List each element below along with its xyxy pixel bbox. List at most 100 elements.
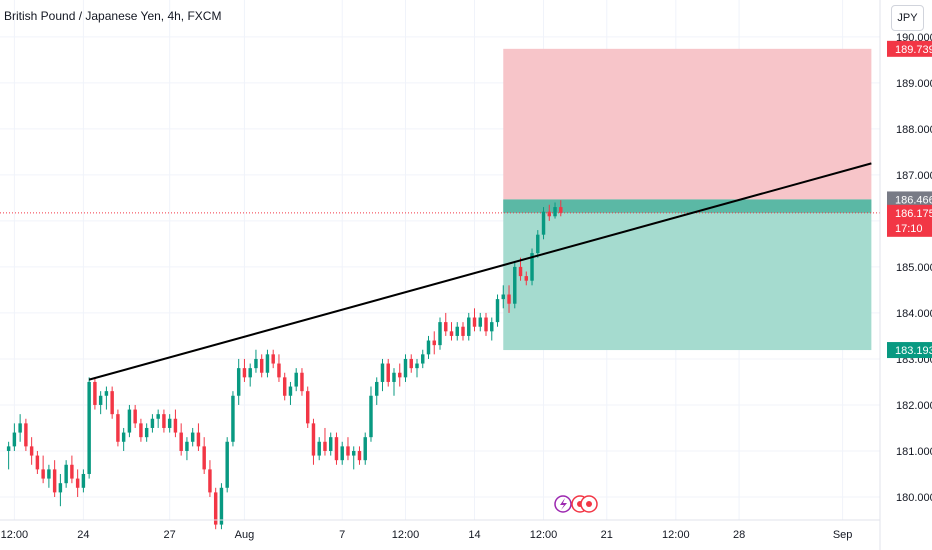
candle-body[interactable] bbox=[75, 478, 80, 488]
candle-body[interactable] bbox=[288, 386, 293, 396]
candle-body[interactable] bbox=[444, 322, 448, 332]
candle-body[interactable] bbox=[110, 391, 114, 415]
candle-body[interactable] bbox=[346, 446, 350, 456]
candle-body[interactable] bbox=[495, 299, 500, 323]
candle-body[interactable] bbox=[426, 340, 431, 355]
candle-body[interactable] bbox=[35, 455, 40, 470]
candle-body[interactable] bbox=[340, 446, 344, 461]
candle-body[interactable] bbox=[369, 395, 373, 438]
candle-body[interactable] bbox=[104, 391, 109, 396]
candle-body[interactable] bbox=[380, 363, 385, 382]
candle-body[interactable] bbox=[64, 464, 68, 484]
candle-body[interactable] bbox=[259, 358, 264, 373]
candle-body[interactable] bbox=[213, 492, 218, 525]
candle-body[interactable] bbox=[196, 432, 201, 447]
candle-body[interactable] bbox=[467, 317, 471, 336]
candle-body[interactable] bbox=[219, 487, 224, 525]
candle-body[interactable] bbox=[98, 395, 103, 405]
candle-body[interactable] bbox=[438, 322, 442, 346]
candle-body[interactable] bbox=[121, 432, 126, 442]
candle-body[interactable] bbox=[323, 441, 327, 451]
candle-body[interactable] bbox=[6, 446, 11, 451]
candle-body[interactable] bbox=[144, 427, 149, 438]
trendline[interactable] bbox=[88, 162, 872, 381]
candle-body[interactable] bbox=[179, 432, 183, 451]
candle-body[interactable] bbox=[162, 414, 166, 428]
candle-body[interactable] bbox=[265, 354, 270, 373]
candle-body[interactable] bbox=[398, 372, 402, 378]
candle-body[interactable] bbox=[271, 354, 275, 364]
candle-body[interactable] bbox=[236, 368, 241, 396]
candle-body[interactable] bbox=[254, 358, 258, 369]
candle-body[interactable] bbox=[18, 423, 22, 433]
currency-unit-button[interactable]: JPY bbox=[891, 5, 924, 31]
candle-body[interactable] bbox=[70, 464, 74, 479]
candle-body[interactable] bbox=[553, 207, 557, 217]
candle-body[interactable] bbox=[317, 441, 321, 456]
candle-body[interactable] bbox=[277, 363, 281, 378]
candle-body[interactable] bbox=[116, 414, 120, 442]
candle-body[interactable] bbox=[242, 368, 247, 378]
candle-body[interactable] bbox=[81, 473, 86, 488]
candle-body[interactable] bbox=[536, 234, 540, 254]
candle-body[interactable] bbox=[478, 317, 482, 327]
candle-body[interactable] bbox=[415, 363, 419, 369]
candle-body[interactable] bbox=[167, 418, 172, 428]
candle-body[interactable] bbox=[357, 450, 362, 461]
stop-loss-zone[interactable] bbox=[503, 48, 872, 200]
candle-body[interactable] bbox=[559, 207, 563, 213]
candle-body[interactable] bbox=[248, 368, 252, 378]
candle-body[interactable] bbox=[58, 483, 63, 493]
candle-body[interactable] bbox=[133, 409, 137, 424]
candle-body[interactable] bbox=[530, 253, 534, 281]
candle-body[interactable] bbox=[501, 294, 505, 300]
candle-body[interactable] bbox=[403, 358, 408, 378]
candle-body[interactable] bbox=[472, 317, 477, 327]
candle-body[interactable] bbox=[190, 432, 195, 442]
candle-body[interactable] bbox=[41, 469, 45, 479]
candle-body[interactable] bbox=[305, 391, 310, 424]
candle-body[interactable] bbox=[421, 354, 425, 364]
candle-body[interactable] bbox=[173, 418, 178, 433]
candle-body[interactable] bbox=[231, 395, 235, 442]
candle-body[interactable] bbox=[363, 437, 367, 461]
candle-body[interactable] bbox=[484, 317, 488, 332]
candle-body[interactable] bbox=[432, 340, 436, 346]
candle-body[interactable] bbox=[87, 381, 91, 474]
candle-body[interactable] bbox=[455, 326, 459, 336]
candle-body[interactable] bbox=[328, 437, 333, 451]
candle-body[interactable] bbox=[375, 381, 379, 396]
candle-body[interactable] bbox=[208, 469, 212, 493]
candle-body[interactable] bbox=[524, 276, 528, 281]
candle-body[interactable] bbox=[409, 358, 413, 369]
candle-body[interactable] bbox=[12, 432, 17, 447]
candle-body[interactable] bbox=[461, 326, 465, 336]
candle-body[interactable] bbox=[386, 363, 390, 382]
candle-body[interactable] bbox=[449, 331, 454, 336]
candle-body[interactable] bbox=[352, 450, 356, 456]
candle-body[interactable] bbox=[282, 377, 287, 396]
candle-body[interactable] bbox=[547, 211, 552, 217]
candle-body[interactable] bbox=[541, 211, 546, 235]
candle-body[interactable] bbox=[392, 372, 396, 382]
candle-body[interactable] bbox=[47, 469, 51, 479]
candle-body[interactable] bbox=[29, 446, 34, 456]
candle-body[interactable] bbox=[513, 266, 517, 304]
candle-body[interactable] bbox=[507, 294, 511, 304]
candle-body[interactable] bbox=[490, 322, 494, 332]
candle-body[interactable] bbox=[156, 414, 160, 419]
candle-body[interactable] bbox=[518, 266, 523, 277]
candle-body[interactable] bbox=[225, 441, 229, 488]
candle-body[interactable] bbox=[311, 423, 316, 456]
candle-body[interactable] bbox=[300, 372, 304, 392]
candle-body[interactable] bbox=[294, 372, 298, 387]
take-profit-zone[interactable] bbox=[503, 199, 872, 351]
candle-body[interactable] bbox=[24, 423, 28, 447]
candle-body[interactable] bbox=[93, 381, 97, 405]
candle-body[interactable] bbox=[127, 409, 132, 433]
candle-body[interactable] bbox=[185, 441, 189, 451]
candle-body[interactable] bbox=[52, 469, 57, 493]
candle-body[interactable] bbox=[202, 446, 206, 470]
